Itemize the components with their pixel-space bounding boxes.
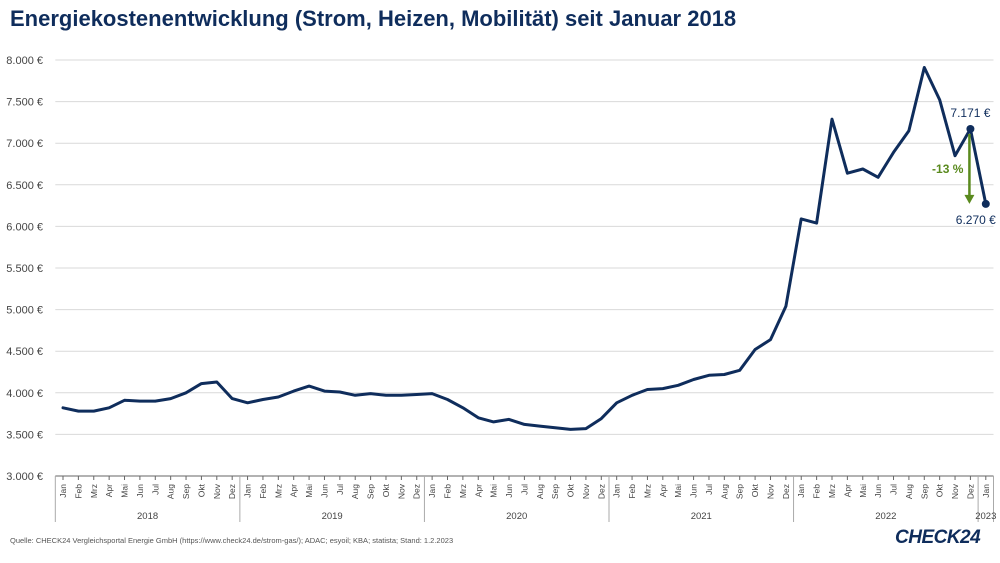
data-point-marker: [966, 124, 975, 133]
year-label: 2021: [691, 511, 712, 522]
month-label: Jan: [427, 484, 437, 498]
y-tick-label: 4.000 €: [6, 388, 43, 400]
y-axis-tick-labels: 3.000 € 3.500 € 4.000 € 4.500 € 5.000 € 5.500…: [6, 55, 43, 483]
y-tick-label: 3.500 €: [6, 429, 43, 441]
month-label: Feb: [73, 484, 83, 499]
month-label: Jul: [519, 484, 529, 495]
month-label: Jan: [612, 484, 622, 498]
month-label: Okt: [935, 483, 945, 497]
y-tick-label: 5.000 €: [6, 305, 43, 317]
month-label: Jun: [319, 484, 329, 498]
month-label: Dez: [227, 484, 237, 499]
grid-lines: [55, 59, 994, 435]
month-label: Nov: [950, 483, 960, 499]
month-label: Okt: [196, 483, 206, 497]
chart-title: Energiekostenentwicklung (Strom, Heizen,…: [10, 6, 737, 31]
month-label: Jan: [981, 484, 991, 498]
month-label: Sep: [181, 484, 191, 499]
month-label: Sep: [735, 484, 745, 499]
year-label: 2020: [506, 511, 527, 522]
month-label: Aug: [535, 484, 545, 499]
month-label: Jun: [504, 484, 514, 498]
month-label: Nov: [581, 483, 591, 499]
month-label: Aug: [166, 484, 176, 499]
year-label: 2022: [875, 511, 896, 522]
month-label: Jul: [889, 484, 899, 495]
month-label: Jul: [335, 484, 345, 495]
year-label: 2019: [322, 511, 343, 522]
month-label: Feb: [812, 484, 822, 499]
month-label: Jan: [58, 484, 68, 498]
month-label: Dez: [965, 484, 975, 499]
month-label: Nov: [212, 483, 222, 499]
y-tick-label: 6.000 €: [6, 221, 43, 233]
month-label: Aug: [719, 484, 729, 499]
month-label: Dez: [781, 484, 791, 499]
month-label: Apr: [842, 484, 852, 497]
month-label: Mai: [489, 484, 499, 498]
month-label: Aug: [904, 484, 914, 499]
y-tick-label: 6.500 €: [6, 180, 43, 192]
month-label: Feb: [627, 484, 637, 499]
month-label: Dez: [412, 484, 422, 499]
month-label: Okt: [750, 483, 760, 497]
month-label: Mrz: [827, 484, 837, 498]
y-tick-label: 4.500 €: [6, 346, 43, 358]
month-label: Jun: [873, 484, 883, 498]
month-label: Mai: [304, 484, 314, 498]
change-label: -13 %: [932, 162, 964, 176]
month-label: Mai: [673, 484, 683, 498]
month-label: Nov: [396, 483, 406, 499]
month-label: Okt: [566, 483, 576, 497]
month-label: Mrz: [273, 484, 283, 498]
series-energiekosten: [61, 66, 988, 431]
month-label: Sep: [550, 484, 560, 499]
year-label: 2023: [975, 511, 996, 522]
month-label: Mrz: [642, 484, 652, 498]
month-label: Apr: [289, 484, 299, 497]
month-label: Mai: [120, 484, 130, 498]
month-label: Mrz: [458, 484, 468, 498]
month-label: Aug: [350, 484, 360, 499]
check24-logo: CHECK24: [895, 527, 981, 548]
month-label: Jan: [796, 484, 806, 498]
source-note: Quelle: CHECK24 Vergleichsportal Energie…: [10, 536, 454, 545]
data-label: 6.270 €: [956, 213, 996, 227]
month-label: Apr: [104, 484, 114, 497]
month-label: Jul: [704, 484, 714, 495]
month-label: Jun: [689, 484, 699, 498]
data-label: 7.171 €: [950, 106, 990, 120]
data-point-marker: [981, 199, 990, 208]
y-tick-label: 3.000 €: [6, 471, 43, 483]
y-tick-label: 8.000 €: [6, 55, 43, 67]
series-line: [61, 66, 988, 431]
y-tick-label: 5.500 €: [6, 263, 43, 275]
annotations: 7.171 € 6.270 € -13 %: [932, 106, 996, 227]
year-label: 2018: [137, 511, 158, 522]
change-arrow-head: [964, 194, 975, 204]
month-label: Okt: [381, 483, 391, 497]
month-label: Apr: [658, 484, 668, 497]
month-label: Feb: [443, 484, 453, 499]
month-label: Dez: [596, 484, 606, 499]
x-axis: Jan Feb Mrz Apr Mai Jun Jul Aug Sep Okt Nov Dez 2018…: [54, 475, 996, 522]
month-label: Apr: [473, 484, 483, 497]
month-label: Sep: [366, 484, 376, 499]
month-label: Feb: [258, 484, 268, 499]
month-label: Jan: [243, 484, 253, 498]
month-label: Jul: [150, 484, 160, 495]
month-label: Nov: [765, 483, 775, 499]
y-tick-label: 7.500 €: [6, 97, 43, 109]
month-label: Mrz: [89, 484, 99, 498]
y-tick-label: 7.000 €: [6, 138, 43, 150]
month-label: Sep: [919, 484, 929, 499]
month-label: Jun: [135, 484, 145, 498]
month-label: Mai: [858, 484, 868, 498]
